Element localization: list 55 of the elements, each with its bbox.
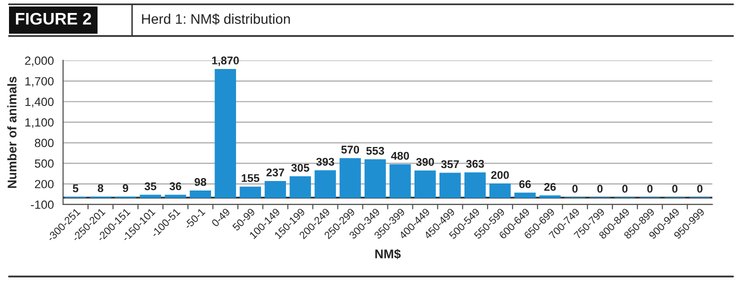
bar bbox=[214, 68, 236, 198]
data-label: 363 bbox=[466, 160, 484, 168]
bar bbox=[364, 159, 386, 198]
bar bbox=[489, 183, 511, 198]
bar bbox=[390, 164, 411, 198]
y-tick-label: 800 bbox=[34, 138, 54, 148]
data-label: 305 bbox=[291, 164, 310, 172]
data-label: 36 bbox=[170, 182, 182, 190]
x-axis-title: NM$ bbox=[375, 248, 401, 260]
data-label: 35 bbox=[144, 182, 156, 190]
data-label: 393 bbox=[316, 158, 334, 166]
data-label: 570 bbox=[341, 146, 360, 154]
data-label: 66 bbox=[519, 180, 531, 188]
bar bbox=[340, 158, 361, 198]
x-tick-label: 0-49 bbox=[211, 208, 230, 228]
bar bbox=[190, 190, 212, 198]
data-label: 5 bbox=[72, 184, 78, 192]
bar bbox=[164, 194, 186, 198]
data-label: 390 bbox=[416, 158, 434, 166]
y-tick-label: -100 bbox=[30, 200, 54, 209]
y-axis-title: Number of animals bbox=[7, 76, 16, 188]
y-tick-label: 2,000 bbox=[25, 56, 54, 66]
data-label: 0 bbox=[697, 184, 702, 193]
data-label: 237 bbox=[266, 168, 284, 176]
chart-subtitle: Herd 1: NM$ distribution bbox=[142, 13, 290, 25]
data-label: 9 bbox=[122, 184, 128, 192]
bar bbox=[464, 172, 486, 198]
bar bbox=[414, 170, 436, 198]
y-tick-label: 200 bbox=[34, 180, 54, 188]
bar bbox=[240, 186, 262, 198]
bar bbox=[514, 192, 536, 198]
bar bbox=[314, 170, 336, 198]
bar bbox=[439, 172, 461, 198]
bar bbox=[140, 194, 162, 198]
data-label: 0 bbox=[647, 184, 653, 193]
data-label: 0 bbox=[672, 184, 678, 193]
bar bbox=[264, 180, 286, 198]
y-tick-label: 1,700 bbox=[25, 77, 54, 87]
y-tick-label: 500 bbox=[34, 159, 54, 168]
y-tick-label: 1,100 bbox=[25, 118, 54, 128]
bar bbox=[290, 176, 311, 198]
data-label: 155 bbox=[242, 174, 260, 182]
data-label: 553 bbox=[366, 146, 384, 155]
chart-title: FIGURE 2 bbox=[16, 12, 92, 25]
data-label: 200 bbox=[491, 171, 509, 179]
data-label: 1,870 bbox=[212, 56, 239, 66]
data-label: 0 bbox=[572, 184, 578, 193]
data-label: 98 bbox=[194, 178, 206, 186]
data-label: 357 bbox=[441, 160, 459, 168]
data-label: 0 bbox=[597, 184, 603, 193]
data-label: 480 bbox=[391, 152, 409, 160]
data-label: 8 bbox=[98, 184, 104, 192]
data-label: 26 bbox=[544, 183, 556, 191]
y-tick-label: 1,400 bbox=[25, 98, 54, 108]
data-label: 0 bbox=[622, 184, 628, 193]
